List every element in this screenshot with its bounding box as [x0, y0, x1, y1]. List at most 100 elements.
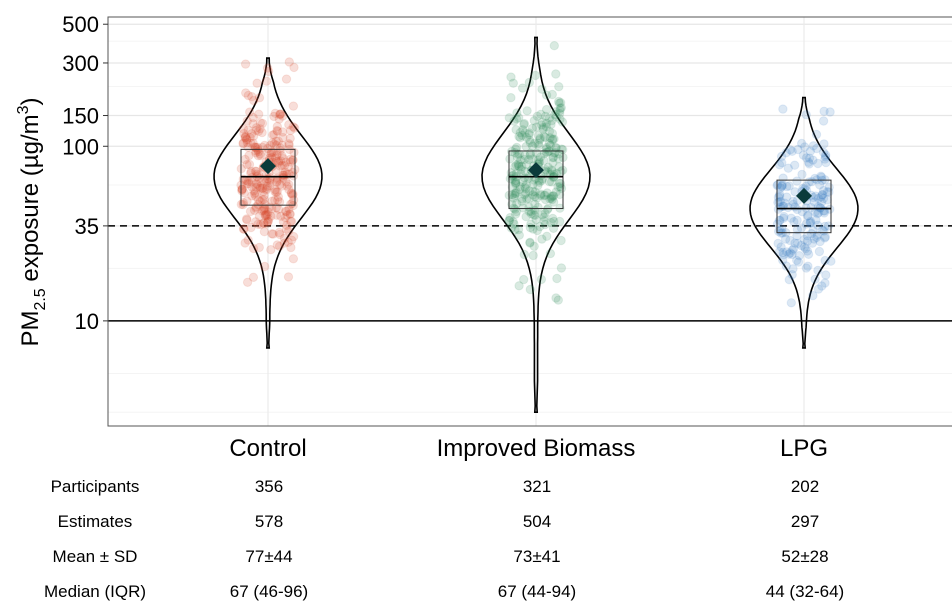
iqr-box-2	[776, 179, 832, 234]
data-point	[245, 206, 256, 217]
data-point	[532, 225, 542, 236]
data-point	[273, 158, 283, 168]
data-point	[815, 236, 825, 247]
cell-biomass-estimates: 504	[522, 512, 552, 531]
data-point	[256, 177, 266, 188]
data-point	[522, 106, 532, 116]
data-point	[524, 206, 534, 217]
data-point	[786, 213, 796, 223]
data-point	[242, 179, 252, 189]
data-point	[816, 192, 826, 202]
data-point	[809, 234, 819, 244]
data-point	[797, 138, 807, 149]
data-point	[793, 257, 804, 267]
data-point	[525, 222, 535, 233]
data-point	[546, 191, 557, 202]
data-point	[792, 224, 803, 235]
data-point	[810, 207, 820, 217]
data-point	[510, 162, 520, 172]
data-point	[812, 230, 822, 241]
data-point	[248, 112, 258, 123]
data-point	[251, 123, 262, 133]
data-point	[555, 103, 565, 114]
data-point	[511, 177, 521, 188]
data-point	[822, 187, 833, 197]
data-point	[540, 194, 551, 205]
data-point	[800, 244, 811, 254]
data-point	[253, 126, 264, 137]
cell-biomass-mean-sd: 73±41	[513, 547, 561, 566]
data-point	[277, 181, 287, 191]
data-point	[248, 119, 258, 129]
data-point	[515, 182, 525, 192]
data-point	[548, 158, 558, 168]
data-point	[253, 147, 264, 157]
data-point	[246, 129, 257, 139]
data-point	[512, 152, 523, 162]
data-point	[511, 168, 522, 179]
data-point	[268, 229, 278, 239]
data-point	[802, 211, 813, 221]
data-point	[255, 183, 265, 193]
data-point	[544, 113, 555, 123]
data-point	[555, 182, 565, 192]
data-point	[240, 59, 251, 69]
data-point	[810, 274, 820, 284]
x-tick-label-1: Improved Biomass	[437, 435, 636, 462]
data-point	[515, 133, 525, 143]
data-point	[546, 193, 556, 203]
data-point	[262, 210, 272, 221]
data-point	[259, 206, 269, 216]
data-point	[238, 138, 249, 148]
data-point	[267, 203, 277, 214]
data-point	[806, 202, 816, 213]
data-point	[773, 238, 783, 249]
data-point	[243, 90, 254, 101]
data-point	[261, 185, 272, 195]
row-label-estimates: Estimates	[57, 512, 133, 531]
data-point	[257, 195, 268, 205]
data-point	[251, 203, 261, 213]
mean-marker-1	[528, 162, 544, 179]
points-1	[504, 41, 568, 305]
data-point	[517, 161, 527, 172]
data-point	[243, 125, 253, 135]
data-point	[556, 183, 567, 194]
data-point	[260, 261, 270, 272]
data-point	[289, 147, 299, 158]
data-point	[780, 234, 791, 244]
data-point	[246, 222, 256, 233]
data-point	[533, 180, 543, 191]
data-point	[525, 284, 535, 295]
data-point	[513, 159, 523, 169]
data-point	[815, 180, 825, 190]
data-point	[539, 148, 550, 159]
reference-lines	[108, 225, 952, 322]
data-point	[545, 194, 555, 204]
data-point	[820, 152, 831, 162]
data-point	[818, 189, 828, 200]
data-point	[778, 247, 788, 258]
data-point	[253, 195, 264, 205]
data-point	[545, 248, 556, 259]
data-point	[262, 63, 273, 73]
data-point	[278, 154, 289, 164]
data-point	[518, 177, 528, 187]
data-point	[528, 186, 538, 197]
y-tick-labels: 10 35 100 150 300 500	[62, 12, 108, 334]
data-point	[814, 246, 825, 257]
data-point	[816, 172, 827, 183]
data-point	[541, 104, 552, 115]
data-point	[507, 182, 517, 192]
data-point	[520, 184, 531, 194]
data-point	[511, 114, 522, 124]
data-point	[802, 246, 813, 256]
data-point	[540, 208, 550, 219]
data-point	[283, 237, 293, 248]
data-point	[520, 188, 531, 198]
data-point	[262, 181, 273, 192]
data-point	[528, 154, 538, 164]
data-point	[555, 189, 565, 200]
data-point	[807, 238, 818, 248]
data-point	[546, 119, 556, 130]
